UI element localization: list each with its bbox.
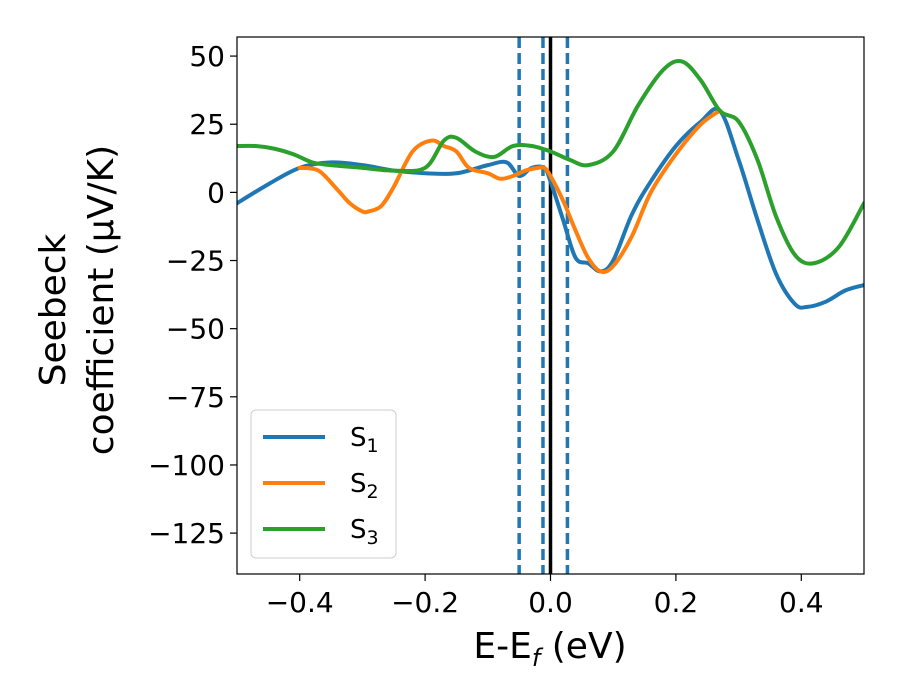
y-tick-label: −50 xyxy=(166,313,225,346)
y-tick-label: −100 xyxy=(148,449,225,482)
x-axis-title-unit: (eV) xyxy=(540,626,626,667)
series-line-s3 xyxy=(237,59,864,266)
y-axis-title-line2: coefficient (μV/K) xyxy=(81,145,122,455)
reference-lines xyxy=(517,37,570,574)
x-tick-label: 0.2 xyxy=(654,586,699,619)
y-tick-label: 50 xyxy=(189,40,225,73)
x-axis-title: E-Ef (eV) xyxy=(473,626,626,672)
y-tick-label: 25 xyxy=(189,108,225,141)
x-tick-label: 0.0 xyxy=(528,586,573,619)
y-tick-label: 0 xyxy=(207,176,225,209)
y-tick-label: −25 xyxy=(166,245,225,278)
x-tick-label: −0.4 xyxy=(266,586,334,619)
legend-label-s3: S3 xyxy=(350,515,379,549)
x-tick-label: −0.2 xyxy=(391,586,459,619)
y-tick-label: −125 xyxy=(148,517,225,550)
legend: S1 S2 S3 xyxy=(250,409,397,559)
series-line-s2 xyxy=(297,108,722,274)
y-axis-title: Seebeck coefficient (μV/K) xyxy=(33,145,122,455)
y-tick-label: −75 xyxy=(166,381,225,414)
y-axis-title-line1: Seebeck xyxy=(33,233,74,386)
y-axis-ticks: 50 25 0 −25 −50 −75 −100 −125 xyxy=(148,40,237,550)
series-lines xyxy=(237,59,864,310)
legend-label-s2: S2 xyxy=(350,469,379,503)
x-axis-title-main: E-E xyxy=(473,626,531,667)
x-axis-ticks: −0.4 −0.2 0.0 0.2 0.4 xyxy=(266,574,824,619)
x-tick-label: 0.4 xyxy=(779,586,824,619)
legend-label-s1: S1 xyxy=(350,423,379,457)
